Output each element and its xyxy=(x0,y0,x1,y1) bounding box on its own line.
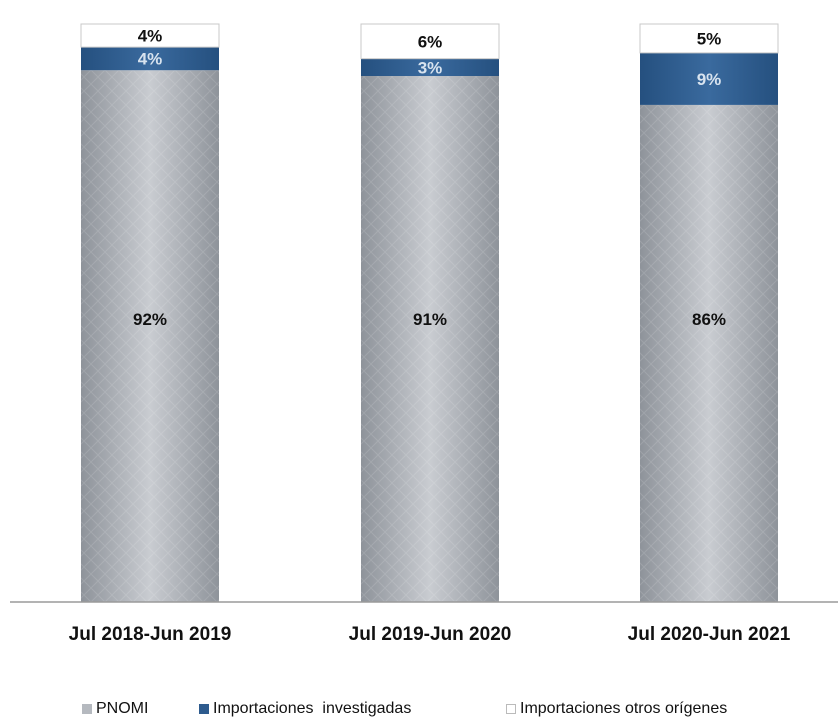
legend-label-pnomi: PNOMI xyxy=(96,700,149,717)
data-label-importaciones-otros-or-genes-3: 5% xyxy=(697,29,722,48)
data-label-importaciones-otros-or-genes-2: 6% xyxy=(418,32,443,51)
bars-group: 92% 4% 4% 91% 3% 6% 86% 9% 5% xyxy=(80,23,779,603)
data-label-importaciones-otros-or-genes-1: 4% xyxy=(138,27,163,46)
bar-texture-2 xyxy=(361,76,499,602)
data-label-pnomi-1: 92% xyxy=(133,310,167,329)
bar-segment-importaciones-investigadas-3 xyxy=(640,52,778,105)
data-label-pnomi-2: 91% xyxy=(413,310,447,329)
bar-texture-1 xyxy=(81,70,219,603)
category-label-3: Jul 2020-Jun 2021 xyxy=(628,624,791,645)
bar-texture-3 xyxy=(640,104,778,603)
category-labels: Jul 2018-Jun 2019 Jul 2019-Jun 2020 Jul 20… xyxy=(69,624,791,645)
legend-label-importaciones-investigadas: Importaciones investigadas xyxy=(213,700,412,717)
legend-swatch-pnomi xyxy=(82,704,92,714)
legend-swatch-importaciones-investigadas xyxy=(199,704,209,714)
legend: PNOMI Importaciones investigadas Importa… xyxy=(0,700,838,722)
data-label-importaciones-investigadas-2: 3% xyxy=(418,58,443,77)
data-label-pnomi-3: 86% xyxy=(692,310,726,329)
bar-segment-importaciones-otros-or-genes-3 xyxy=(639,23,779,54)
category-label-2: Jul 2019-Jun 2020 xyxy=(349,624,512,645)
legend-label-importaciones-otros-origenes: Importaciones otros orígenes xyxy=(520,700,728,717)
legend-item-importaciones-otros-origenes: Importaciones otros orígenes xyxy=(506,700,727,718)
bar-segment-importaciones-otros-or-genes-2 xyxy=(360,23,500,60)
category-label-1: Jul 2018-Jun 2019 xyxy=(69,624,232,645)
bar-segment-importaciones-otros-or-genes-1 xyxy=(80,23,220,48)
data-label-importaciones-investigadas-3: 9% xyxy=(697,70,722,89)
bar-segment-importaciones-investigadas-1 xyxy=(81,47,219,71)
bar-segment-importaciones-investigadas-2 xyxy=(361,58,499,77)
legend-item-pnomi: PNOMI xyxy=(82,700,148,718)
data-label-importaciones-investigadas-1: 4% xyxy=(138,50,163,69)
legend-item-importaciones-investigadas: Importaciones investigadas xyxy=(199,700,411,718)
stacked-bar-chart: 92%4%4%91%3%6%86%9%5% Jul 2018-Jun 2019 J… xyxy=(10,23,838,645)
legend-swatch-importaciones-otros-origenes xyxy=(506,704,516,714)
